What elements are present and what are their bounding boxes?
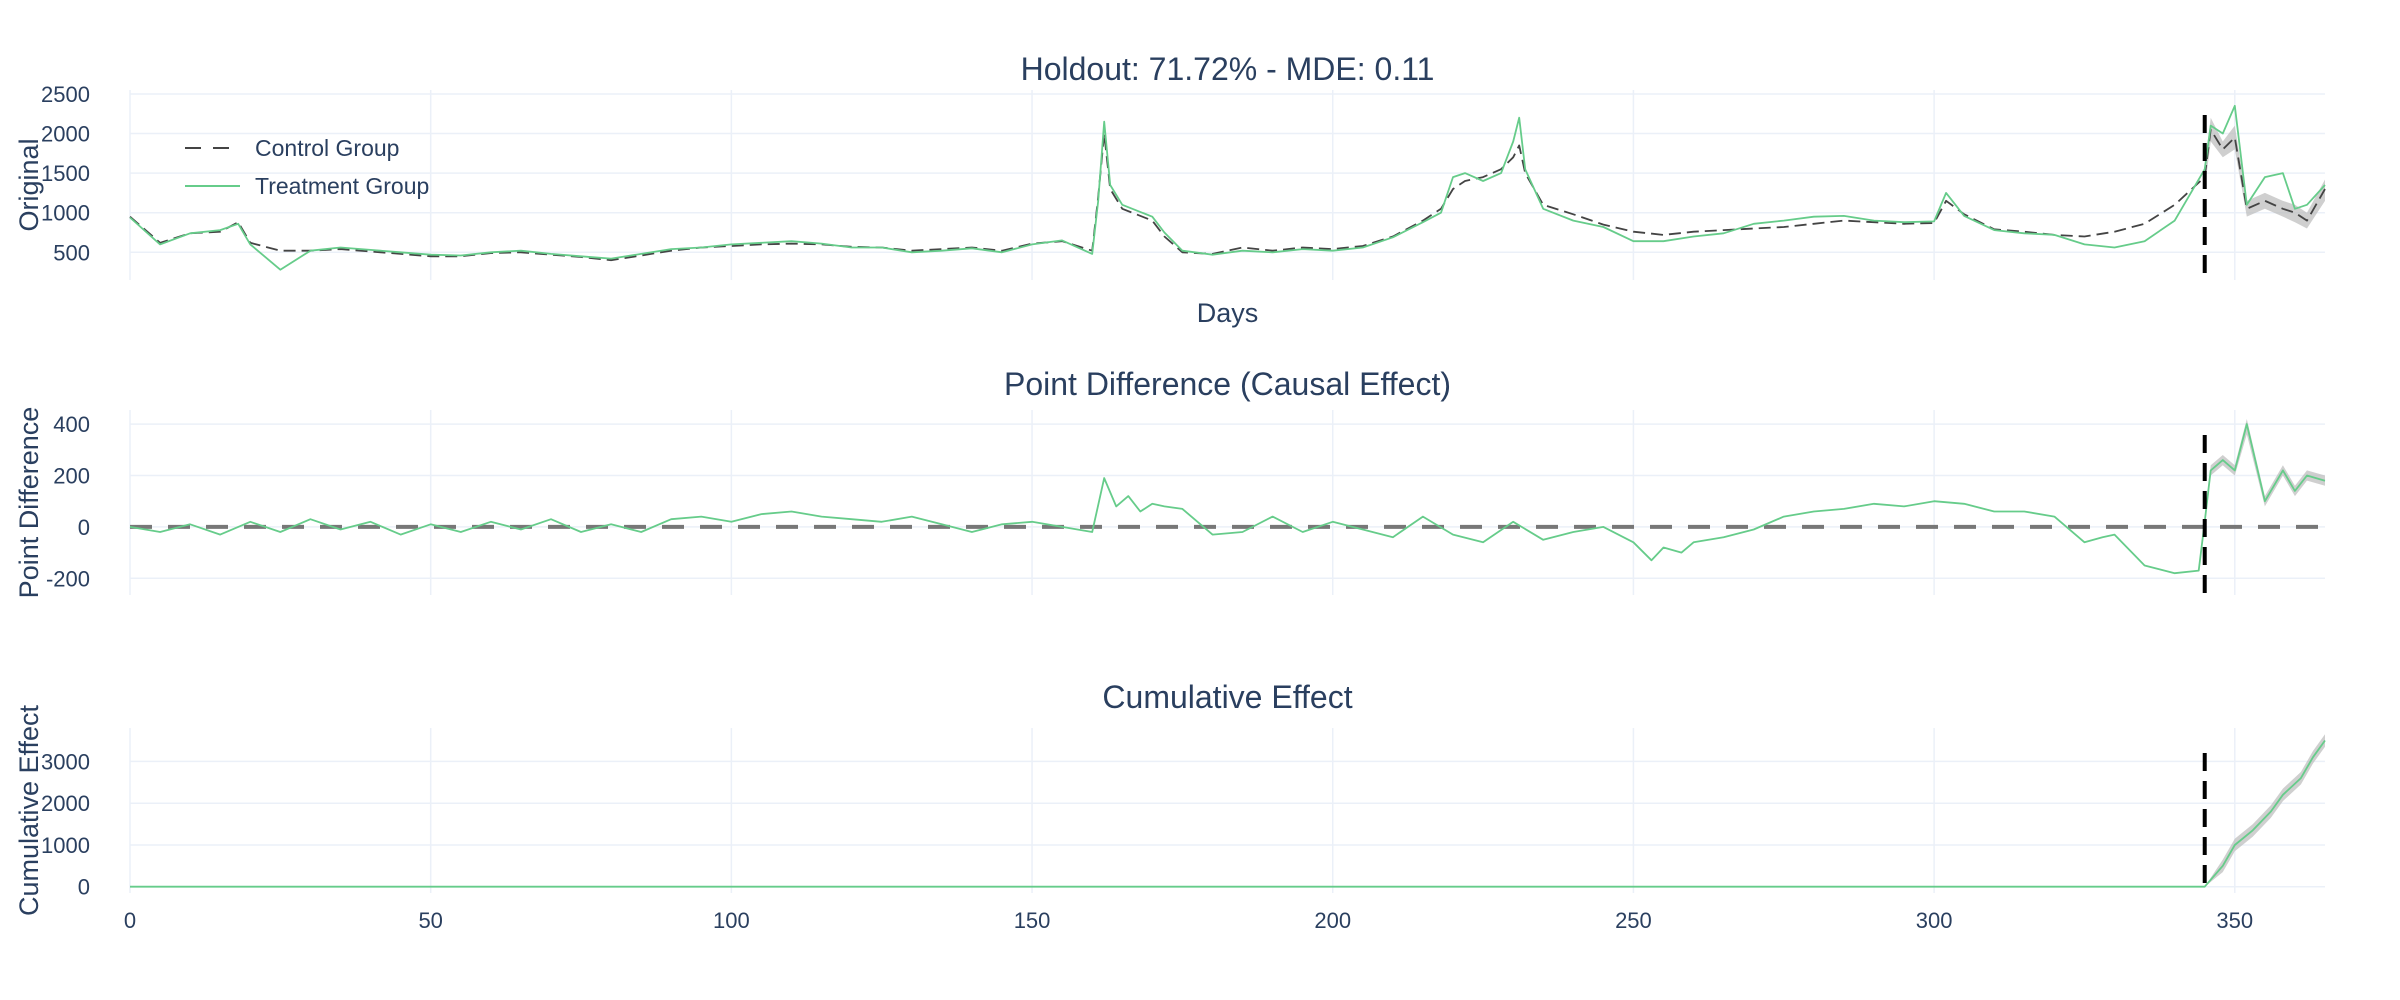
panel-title: Cumulative Effect [1102,679,1352,715]
legend-label: Control Group [255,135,399,161]
panel-title: Point Difference (Causal Effect) [1004,366,1451,402]
y-tick-label: 200 [53,464,90,489]
panel-1: 500 1000 1500 2000 2500 Holdout: 71.72% - MDE… [14,51,2326,328]
series-line [130,739,2326,888]
x-tick-label: 50 [418,908,442,933]
series-line [129,423,2326,575]
y-tick-label: -200 [46,566,90,591]
y-tick-label: 500 [53,240,90,265]
x-tick-label: 0 [124,908,136,933]
confidence-band [2204,117,2325,229]
y-tick-label: 0 [78,515,90,540]
x-tick-label: 150 [1014,908,1051,933]
x-tick-label: 100 [713,908,750,933]
y-axis-label: Point Difference [14,407,44,599]
y-tick-label: 400 [53,412,90,437]
x-axis-label: Days [1197,298,1259,328]
x-tick-label: 250 [1615,908,1652,933]
legend: Control Group Treatment Group [185,135,429,199]
series-treatment-group [129,104,2326,271]
confidence-band [2204,734,2325,887]
panel-title: Holdout: 71.72% - MDE: 0.11 [1021,51,1435,87]
y-tick-label: 1000 [41,201,90,226]
x-tick-label: 300 [1916,908,1953,933]
x-tick-label: 350 [2216,908,2253,933]
y-tick-label: 1000 [41,833,90,858]
y-axis-label: Original [14,138,44,231]
series-control-group [129,128,2326,262]
y-tick-label: 2000 [41,122,90,147]
legend-label: Treatment Group [255,173,429,199]
panel-2: -200 0 200 400 Point Difference (Causal Effe… [14,366,2326,599]
y-tick-label: 3000 [41,749,90,774]
y-axis-label: Cumulative Effect [14,704,44,916]
y-tick-label: 2500 [41,82,90,107]
y-tick-label: 2000 [41,791,90,816]
x-tick-label: 200 [1314,908,1351,933]
confidence-band [2204,418,2325,527]
y-tick-label: 0 [78,875,90,900]
y-tick-label: 1500 [41,161,90,186]
